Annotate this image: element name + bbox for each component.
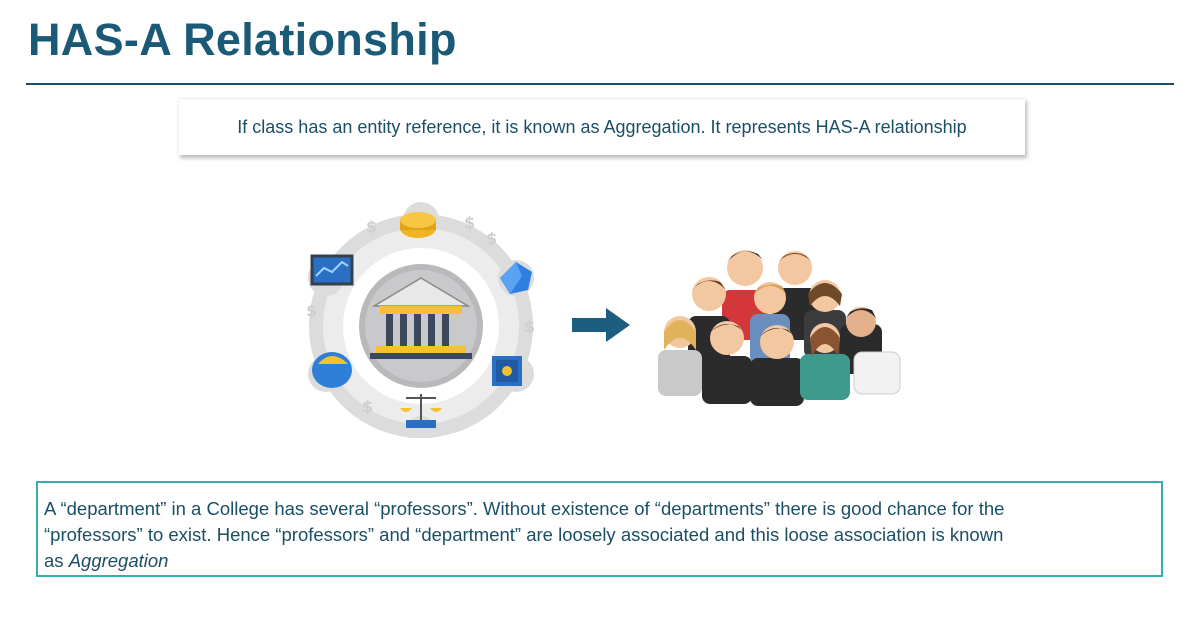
svg-text:$: $ [366, 217, 377, 236]
svg-text:$: $ [362, 397, 373, 416]
svg-text:$: $ [524, 317, 535, 336]
definition-prefix: as [44, 550, 69, 571]
people-group-icon [658, 250, 901, 406]
title-divider [26, 83, 1174, 85]
definition-line-1: A “department” in a College has several … [44, 498, 1005, 519]
definition-line-2: “professors” to exist. Hence “professors… [44, 524, 1004, 545]
svg-text:$: $ [486, 229, 497, 248]
definition-line-3: as Aggregation [44, 548, 1153, 574]
callout-box: If class has an entity reference, it is … [178, 98, 1025, 155]
slide-title: HAS-A Relationship [28, 14, 457, 65]
bank-hub-icon: $ $ $ $ $ $ [306, 202, 535, 438]
svg-text:$: $ [464, 213, 475, 232]
svg-text:$: $ [306, 301, 317, 320]
arrow-right-icon [572, 308, 630, 342]
aggregation-term: Aggregation [68, 550, 169, 571]
callout-text: If class has an entity reference, it is … [237, 116, 967, 137]
definition-box: A “department” in a College has several … [36, 481, 1163, 577]
